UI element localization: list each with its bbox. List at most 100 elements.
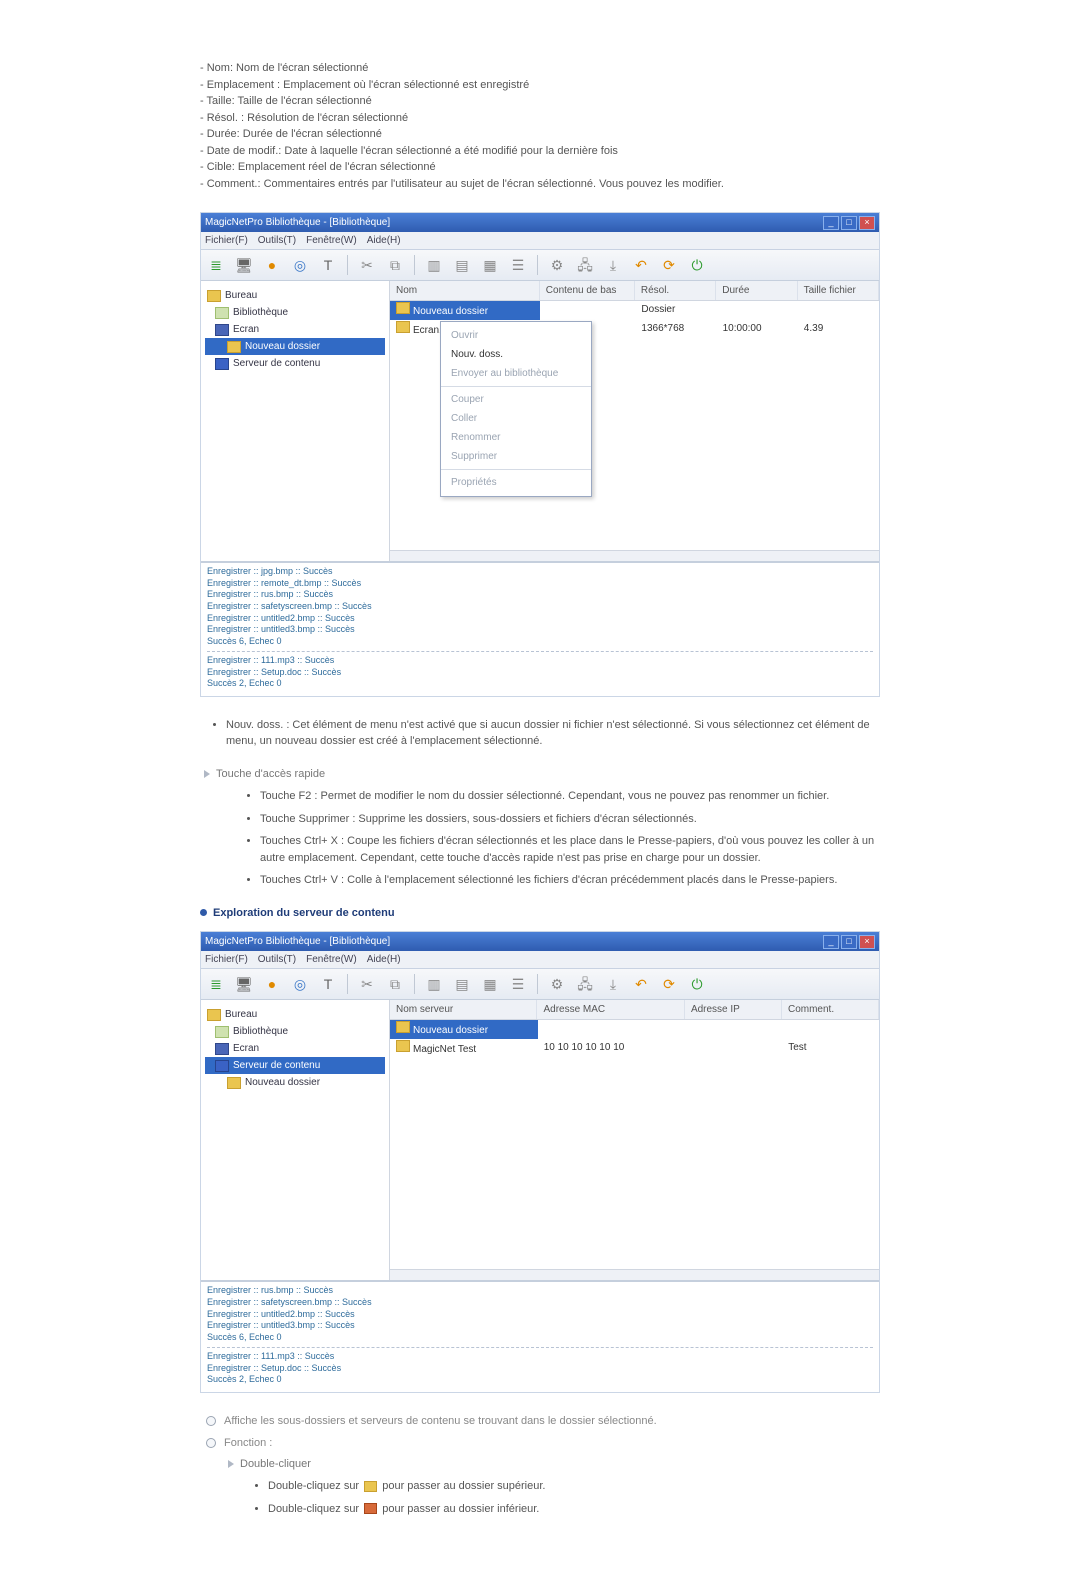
list-cell[interactable] — [685, 1020, 782, 1039]
tree-node[interactable]: Serveur de contenu — [205, 1057, 385, 1074]
gear-icon[interactable]: ⚙ — [546, 254, 568, 276]
column-header[interactable]: Résol. — [635, 281, 716, 300]
copy-icon[interactable]: ⧉ — [384, 973, 406, 995]
list-cell[interactable]: 4.39 — [798, 320, 879, 339]
star-icon[interactable]: ● — [261, 254, 283, 276]
tree-node[interactable]: Nouveau dossier — [205, 338, 385, 355]
refresh-icon[interactable]: ⟳ — [658, 973, 680, 995]
column-header[interactable]: Nom — [390, 281, 540, 300]
tree-node[interactable]: Bibliothèque — [205, 304, 385, 321]
list-cell[interactable]: Nouveau dossier — [390, 1020, 538, 1039]
max-button[interactable]: □ — [841, 935, 857, 949]
globe-icon[interactable]: ◎ — [289, 973, 311, 995]
list-cell[interactable]: 10:00:00 — [717, 320, 798, 339]
power-icon[interactable]: ⏻ — [686, 973, 708, 995]
max-button[interactable]: □ — [841, 216, 857, 230]
star-icon[interactable]: ● — [261, 973, 283, 995]
copy-icon[interactable]: ⧉ — [384, 254, 406, 276]
tree-node[interactable]: Serveur de contenu — [205, 355, 385, 372]
menubar-item[interactable]: Fenêtre(W) — [306, 235, 357, 246]
horizontal-scrollbar[interactable] — [390, 1269, 879, 1280]
menubar-item[interactable]: Fichier(F) — [205, 954, 248, 965]
add-icon[interactable]: ≣ — [205, 254, 227, 276]
column-header[interactable]: Contenu de bas — [540, 281, 635, 300]
close-button[interactable]: × — [859, 935, 875, 949]
cut-icon[interactable]: ✂ — [356, 973, 378, 995]
list-row[interactable]: Nouveau dossier Dossier — [390, 301, 879, 320]
view2-icon[interactable]: ▤ — [451, 973, 473, 995]
list-cell[interactable]: 10 10 10 10 10 10 — [538, 1039, 686, 1058]
column-header[interactable]: Adresse MAC — [537, 1000, 684, 1019]
list-cell[interactable] — [540, 301, 635, 320]
min-button[interactable]: _ — [823, 216, 839, 230]
list-cell[interactable] — [685, 1039, 782, 1058]
server-icon[interactable]: 🖧 — [574, 973, 596, 995]
context-menu-item[interactable]: Nouv. doss. — [441, 345, 591, 364]
list-body[interactable]: Nouveau dossierMagicNet Test10 10 10 10 … — [390, 1020, 879, 1269]
server-icon[interactable]: 🖧 — [574, 254, 596, 276]
list-cell[interactable]: Nouveau dossier — [390, 301, 540, 320]
log-panel: Enregistrer :: jpg.bmp :: SuccèsEnregist… — [201, 561, 879, 696]
menubar-item[interactable]: Aide(H) — [367, 954, 401, 965]
close-button[interactable]: × — [859, 216, 875, 230]
add-icon[interactable]: ≣ — [205, 973, 227, 995]
list-cell[interactable]: MagicNet Test — [390, 1039, 538, 1058]
list-cell[interactable] — [538, 1020, 686, 1039]
list-cell[interactable] — [782, 1020, 879, 1039]
export-icon[interactable]: ⤓ — [602, 254, 624, 276]
gear-icon[interactable]: ⚙ — [546, 973, 568, 995]
menubar-item[interactable]: Fichier(F) — [205, 235, 248, 246]
folder-tree[interactable]: Bureau Bibliothèque Ecran Nouveau dossie… — [201, 281, 390, 561]
column-header[interactable]: Comment. — [782, 1000, 879, 1019]
folder-tree[interactable]: Bureau Bibliothèque Ecran Serveur de con… — [201, 1000, 390, 1280]
min-button[interactable]: _ — [823, 935, 839, 949]
list-cell[interactable] — [717, 301, 798, 320]
view2-icon[interactable]: ▤ — [451, 254, 473, 276]
export-icon[interactable]: ⤓ — [602, 973, 624, 995]
cut-icon[interactable]: ✂ — [356, 254, 378, 276]
refresh-icon[interactable]: ⟳ — [658, 254, 680, 276]
tree-node[interactable]: Nouveau dossier — [205, 1074, 385, 1091]
list-cell[interactable] — [798, 301, 879, 320]
tree-node[interactable]: Bibliothèque — [205, 1023, 385, 1040]
list-row[interactable]: Nouveau dossier — [390, 1020, 879, 1039]
column-header[interactable]: Nom serveur — [390, 1000, 537, 1019]
text-icon[interactable]: T — [317, 973, 339, 995]
log-line: Enregistrer :: Setup.doc :: Succès — [207, 1363, 873, 1375]
power-icon[interactable]: ⏻ — [686, 254, 708, 276]
view4-icon[interactable]: ☰ — [507, 254, 529, 276]
horizontal-scrollbar[interactable] — [390, 550, 879, 561]
undo-icon[interactable]: ↶ — [630, 973, 652, 995]
view3-icon[interactable]: ▦ — [479, 973, 501, 995]
column-header[interactable]: Adresse IP — [685, 1000, 782, 1019]
window-menubar[interactable]: Fichier(F) Outils(T) Fenêtre(W) Aide(H) — [201, 951, 879, 969]
list-cell[interactable]: 1366*768 — [635, 320, 716, 339]
view1-icon[interactable]: ▥ — [423, 254, 445, 276]
column-header[interactable]: Taille fichier — [798, 281, 879, 300]
column-header[interactable]: Durée — [716, 281, 797, 300]
window-menubar[interactable]: Fichier(F) Outils(T) Fenêtre(W) Aide(H) — [201, 232, 879, 250]
text-icon[interactable]: T — [317, 254, 339, 276]
menubar-item[interactable]: Outils(T) — [258, 235, 296, 246]
list-cell[interactable]: Test — [782, 1039, 879, 1058]
monitor-icon[interactable]: 🖥 — [233, 973, 255, 995]
menubar-item[interactable]: Outils(T) — [258, 954, 296, 965]
menubar-item[interactable]: Aide(H) — [367, 235, 401, 246]
list-cell[interactable]: Dossier — [635, 301, 716, 320]
view4-icon[interactable]: ☰ — [507, 973, 529, 995]
list-body[interactable]: Nouveau dossierDossierEcran11366*76810:0… — [390, 301, 879, 550]
window-toolbar[interactable]: ≣ 🖥 ● ◎ T ✂ ⧉ ▥ ▤ ▦ ☰ ⚙ 🖧 ⤓ ↶ ⟳ ⏻ — [201, 250, 879, 281]
undo-icon[interactable]: ↶ — [630, 254, 652, 276]
menubar-item[interactable]: Fenêtre(W) — [306, 954, 357, 965]
view1-icon[interactable]: ▥ — [423, 973, 445, 995]
window-toolbar[interactable]: ≣ 🖥 ● ◎ T ✂ ⧉ ▥ ▤ ▦ ☰ ⚙ 🖧 ⤓ ↶ ⟳ ⏻ — [201, 969, 879, 1000]
monitor-icon[interactable]: 🖥 — [233, 254, 255, 276]
tree-node[interactable]: Ecran — [205, 321, 385, 338]
tree-node[interactable]: Ecran — [205, 1040, 385, 1057]
tree-node[interactable]: Bureau — [205, 287, 385, 304]
list-row[interactable]: MagicNet Test10 10 10 10 10 10 Test — [390, 1039, 879, 1058]
globe-icon[interactable]: ◎ — [289, 254, 311, 276]
tree-node[interactable]: Bureau — [205, 1006, 385, 1023]
context-menu[interactable]: OuvrirNouv. doss.Envoyer au bibliothèque… — [440, 321, 592, 497]
view3-icon[interactable]: ▦ — [479, 254, 501, 276]
